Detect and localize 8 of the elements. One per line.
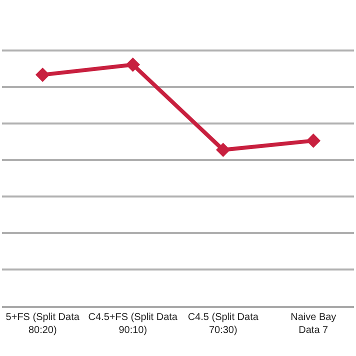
point: [126, 58, 140, 72]
x-tick-label: C4.5+FS (Split Data 90:10): [88, 312, 178, 336]
x-tick-label: C4.5 (Split Data 70:30): [188, 312, 259, 336]
point: [216, 142, 230, 158]
point: [35, 68, 50, 82]
x-tick-label: Naive Bay Data 7: [290, 312, 336, 336]
point: [306, 134, 321, 148]
x-tick-label: 5+FS (Split Data 80:20): [6, 312, 80, 336]
